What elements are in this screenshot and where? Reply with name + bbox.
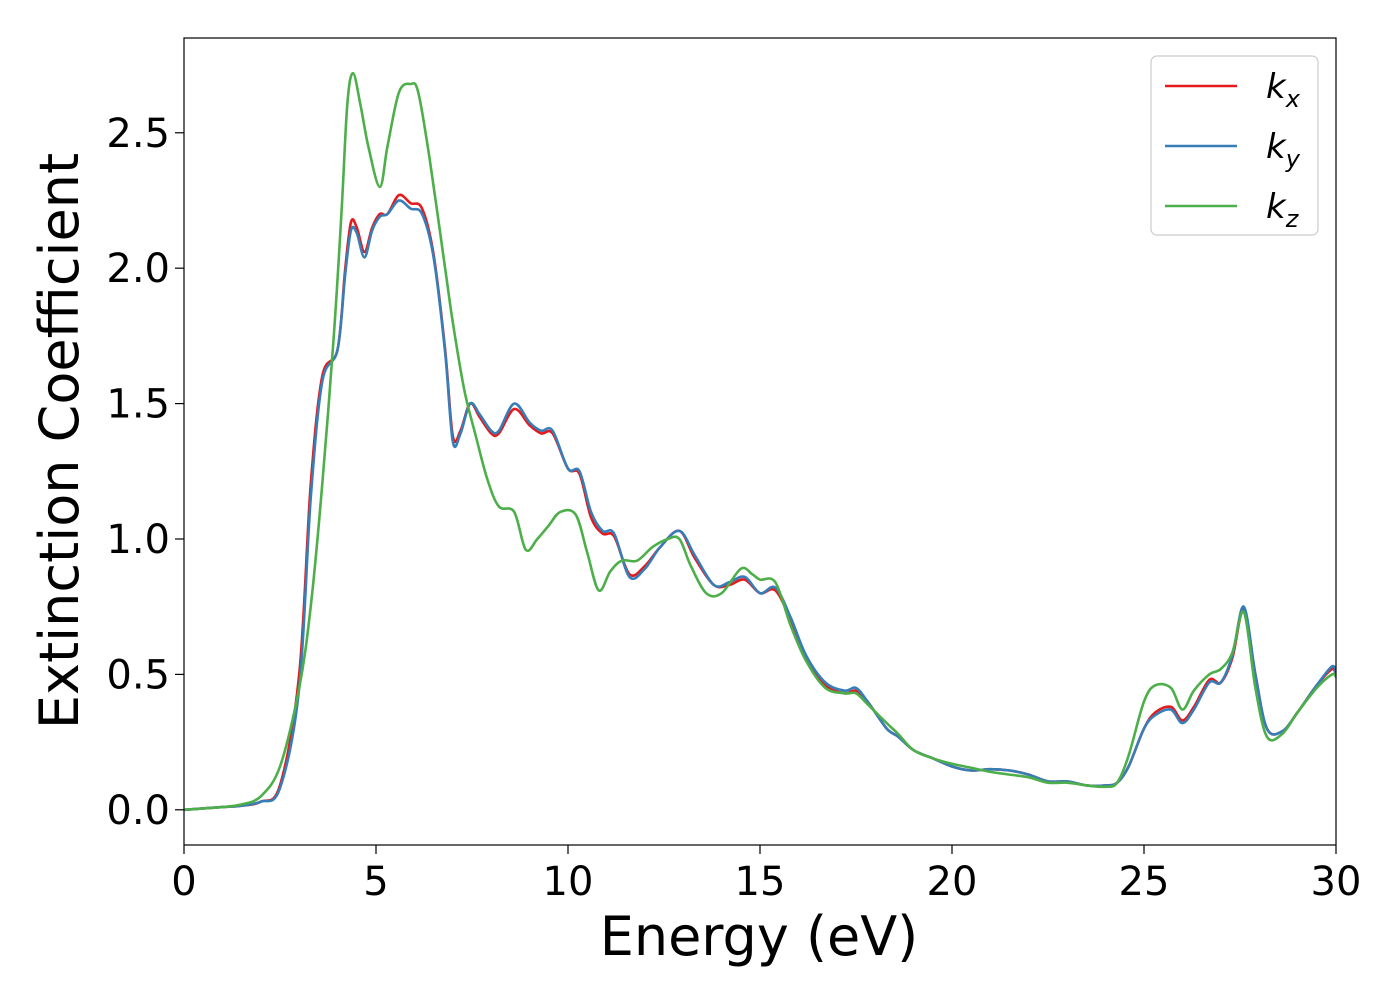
x-tick-label: 5 — [363, 859, 388, 905]
legend: kx ky kz — [1150, 55, 1319, 236]
y-tick-label: 2.5 — [106, 111, 170, 157]
x-tick-label: 20 — [927, 859, 978, 905]
x-axis-label: Energy (eV) — [600, 905, 919, 968]
legend-label: kz — [1266, 187, 1300, 233]
series-line-z — [184, 71, 1336, 812]
ticks-layer: 0 5 10 15 20 25 30 0.0 0.5 1.0 1.5 2.0 2.5 — [106, 111, 1361, 905]
legend-entry-z: kz — [1165, 187, 1300, 233]
y-axis-label: Extinction Coefficient — [28, 153, 91, 729]
legend-entry-y: ky — [1165, 127, 1301, 173]
x-tick-label: 25 — [1119, 859, 1170, 905]
legend-label: kx — [1266, 67, 1301, 113]
x-tick-label: 30 — [1311, 859, 1362, 905]
y-tick-label: 1.5 — [106, 382, 170, 428]
x-tick-label: 15 — [735, 859, 786, 905]
y-tick-label: 0.0 — [106, 788, 170, 834]
x-tick-label: 10 — [543, 859, 594, 905]
series-line-x — [184, 193, 1336, 812]
x-tick-label: 0 — [171, 859, 196, 905]
series-line-y — [184, 199, 1336, 812]
series-layer — [184, 71, 1336, 812]
legend-label: ky — [1266, 127, 1301, 173]
legend-entry-x: kx — [1165, 67, 1301, 113]
y-tick-label: 0.5 — [106, 652, 170, 698]
y-tick-label: 2.0 — [106, 246, 170, 292]
y-tick-label: 1.0 — [106, 517, 170, 563]
